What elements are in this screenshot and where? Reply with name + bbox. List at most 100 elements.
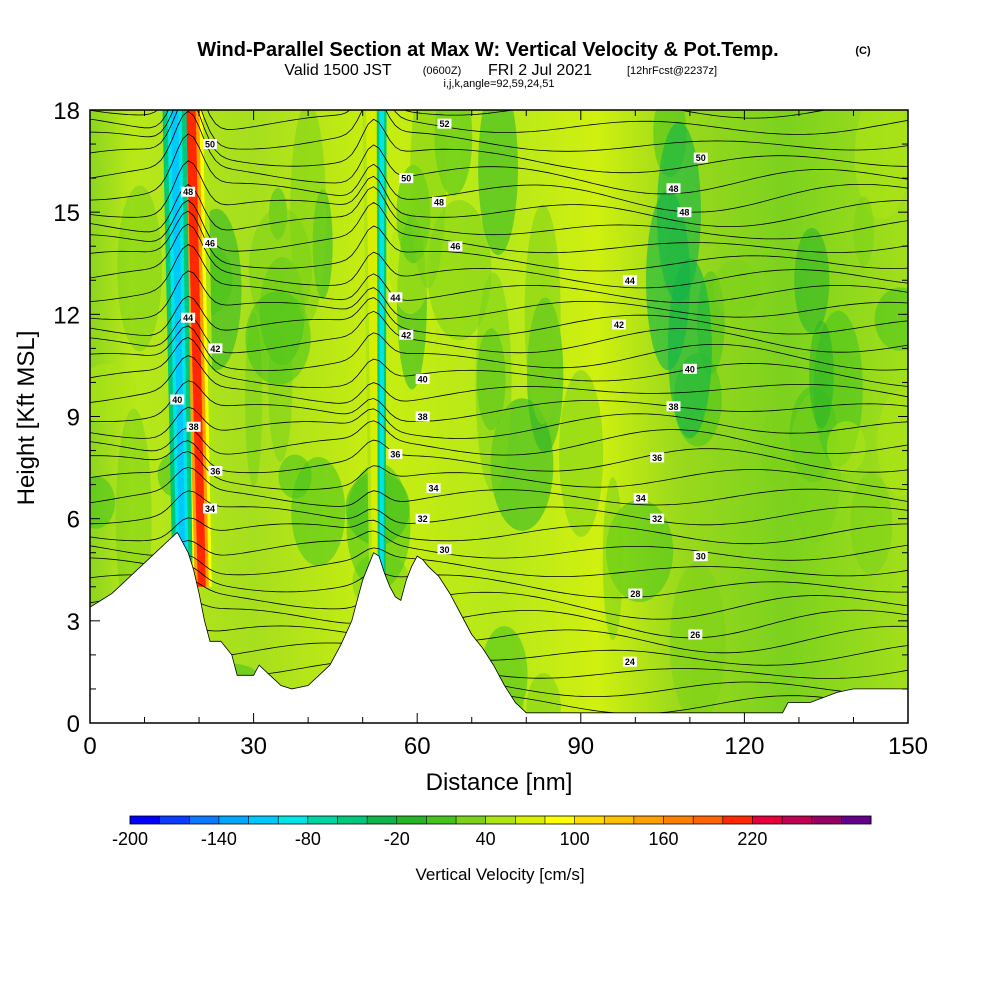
theta-label: 50 [693,152,708,163]
theta-contour [90,625,908,654]
colorbar-swatch [663,816,694,824]
x-axis-label: Distance [nm] [426,769,573,796]
theta-label-bg [622,275,637,286]
theta-label-bg [208,343,223,354]
theta-label-bg [611,319,626,330]
theta-label-text: 34 [636,494,646,504]
theta-contour [90,355,908,404]
theta-label-bg [399,173,414,184]
theta-label-bg [437,544,452,555]
theta-label-bg [666,401,681,412]
y-tick-label: 6 [67,507,80,534]
theta-label-bg [208,465,223,476]
theta-label-text: 32 [418,514,428,524]
updraft-region [290,110,327,323]
theta-label-text: 44 [390,293,400,303]
theta-label-text: 46 [205,238,215,248]
theta-label-text: 36 [652,453,662,463]
theta-label-text: 36 [390,449,400,459]
theta-label-text: 28 [630,589,640,599]
field-patch [245,291,311,385]
theta-label: 36 [650,452,665,463]
theta-label-text: 30 [696,552,706,562]
updraft-band [186,110,206,587]
theta-label: 38 [666,401,681,412]
theta-label-bg [693,551,708,562]
theta-contour [90,110,908,135]
theta-label: 24 [622,656,637,667]
theta-label-text: 48 [183,187,193,197]
colorbar-tick-label: 160 [648,829,678,849]
theta-label-text: 38 [418,412,428,422]
theta-contour [90,466,908,507]
colorbar-tick-label: 220 [737,829,767,849]
theta-label-text: 44 [625,276,635,286]
downdraft-band [170,110,186,587]
field-patch [90,363,138,424]
colorbar-tick-label: 40 [476,829,496,849]
colorbar-tick-label: -140 [201,829,237,849]
theta-label-text: 48 [679,208,689,218]
theta-label-text: 46 [450,242,460,252]
field-patch [809,320,834,429]
field-patch [854,110,908,220]
theta-contour [90,547,908,577]
theta-label: 34 [426,483,441,494]
colorbar-swatch [337,816,368,824]
theta-label-text: 42 [401,330,411,340]
colorbar-swatch [722,816,753,824]
theta-label-text: 50 [205,140,215,150]
y-tick-label: 12 [53,302,80,329]
colorbar-swatch [811,816,842,824]
theta-label: 40 [415,374,430,385]
theta-contour [90,406,908,439]
theta-label: 52 [437,118,452,129]
colorbar-swatch [396,816,427,824]
downdraft-region [667,258,712,439]
theta-label-bg [415,374,430,385]
theta-label-text: 32 [652,514,662,524]
terrain-mask [90,531,908,723]
theta-label-bg [448,241,463,252]
colorbar-title: Vertical Velocity [cm/s] [415,865,584,884]
theta-label-text: 38 [189,422,199,432]
theta-label: 44 [388,292,403,303]
theta-label-bg [170,394,185,405]
colorbar-swatch [693,816,724,824]
field-patch [526,673,561,723]
theta-label: 38 [186,421,201,432]
colorbar-swatch [782,816,813,824]
theta-label: 50 [202,139,217,150]
theta-label-text: 38 [668,402,678,412]
theta-label: 42 [208,343,223,354]
theta-label-bg [622,656,637,667]
theta-contour [90,110,908,195]
colorbar-swatch [130,816,161,824]
copyright-mark: (C) [855,45,871,57]
colorbar-swatch [367,816,398,824]
theta-label: 48 [666,183,681,194]
field-patch [760,410,791,484]
theta-label: 48 [181,186,196,197]
theta-contour [90,244,908,303]
theta-contour-labels: 52 50 50 50 48 48 48 48 46 46 44 44 44 42 42 42 40 40 40 38… [170,118,708,667]
field-patch [826,421,866,474]
theta-label-bg [388,448,403,459]
theta-label-bg [426,483,441,494]
field-patch [559,370,604,537]
theta-label-bg [682,363,697,374]
theta-label-bg [415,513,430,524]
theta-label: 34 [202,503,217,514]
y-tick-label: 18 [53,98,80,125]
theta-label-text: 44 [183,313,193,323]
forecast-info: [12hrFcst@2237z] [627,65,717,77]
theta-contour [90,517,908,545]
field-patch [850,473,893,575]
theta-label-bg [688,629,703,640]
colorbar-tick-label: -80 [295,829,321,849]
theta-label-bg [388,292,403,303]
downdraft-band [379,110,385,587]
field-patch [877,390,908,497]
theta-contour [90,439,908,474]
colorbar-swatch [633,816,665,824]
